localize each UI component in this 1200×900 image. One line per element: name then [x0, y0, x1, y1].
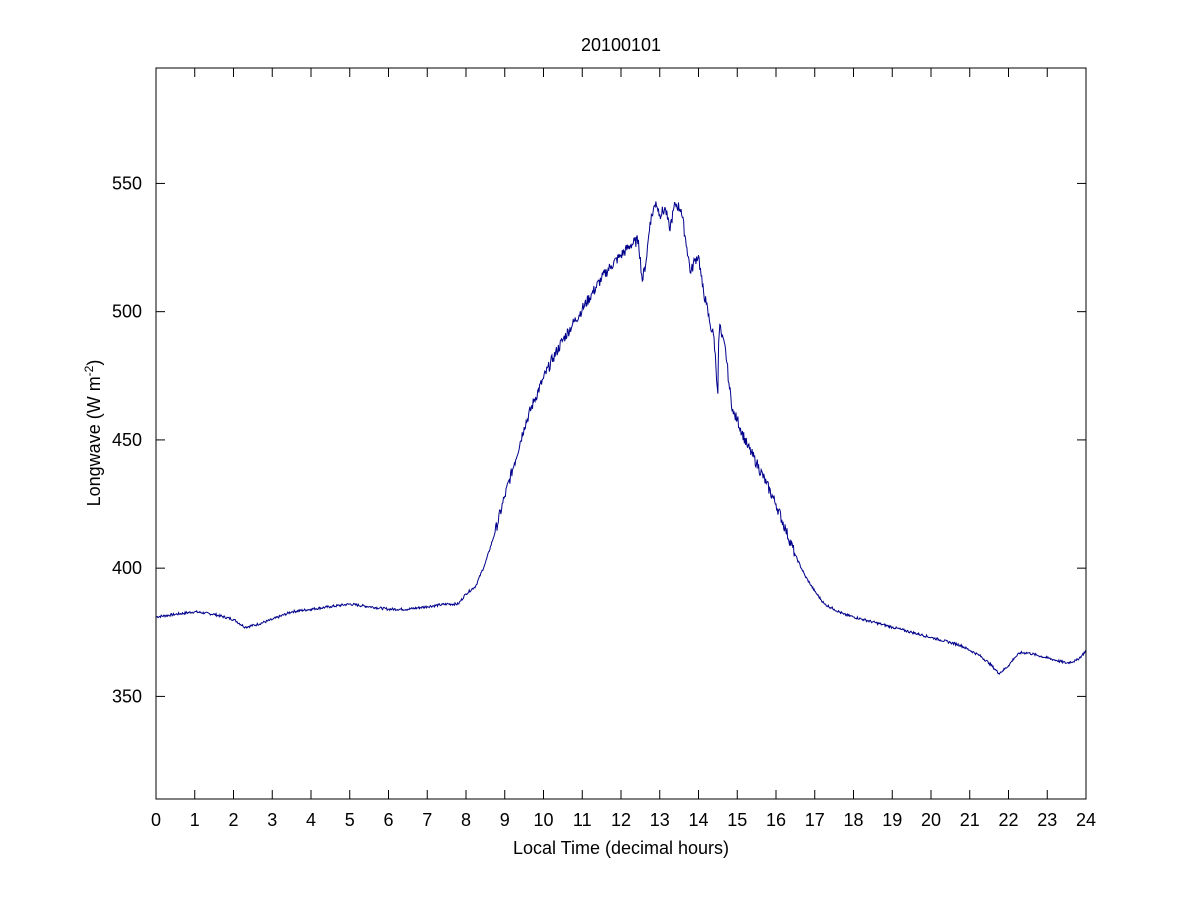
x-tick-label: 1 — [190, 810, 200, 830]
x-tick-label: 2 — [228, 810, 238, 830]
plot-area — [156, 68, 1086, 799]
y-tick-label: 500 — [112, 302, 142, 322]
x-tick-label: 18 — [843, 810, 863, 830]
ticks-layer: 0 1 2 3 4 5 6 7 8 9 10 11 12 13 14 15 16 17 18 19 20 21 22 23 24… — [112, 68, 1096, 830]
y-tick-label: 450 — [112, 430, 142, 450]
x-tick-label: 16 — [766, 810, 786, 830]
x-tick-label: 11 — [573, 810, 592, 830]
chart-title: 20100101 — [581, 35, 661, 55]
x-tick-label: 19 — [882, 810, 902, 830]
x-tick-label: 23 — [1037, 810, 1057, 830]
x-tick-label: 20 — [921, 810, 941, 830]
x-tick-label: 22 — [998, 810, 1018, 830]
x-tick-label: 7 — [422, 810, 432, 830]
x-tick-label: 0 — [151, 810, 161, 830]
x-axis-label: Local Time (decimal hours) — [513, 838, 729, 858]
x-tick-label: 4 — [306, 810, 316, 830]
y-tick-label: 350 — [112, 686, 142, 706]
y-axis-label: Longwave (W m-2) — [82, 360, 104, 507]
x-tick-label: 24 — [1076, 810, 1096, 830]
x-tick-label: 12 — [611, 810, 631, 830]
x-tick-label: 13 — [650, 810, 670, 830]
x-tick-label: 3 — [267, 810, 277, 830]
y-axis-label-close: ) — [84, 360, 104, 366]
y-axis-label-main: Longwave (W m — [84, 376, 104, 506]
series-layer — [155, 201, 1087, 675]
y-tick-label: 550 — [112, 173, 142, 193]
x-tick-label: 21 — [960, 810, 980, 830]
y-axis-label-superscript: -2 — [82, 365, 96, 376]
y-tick-label: 400 — [112, 558, 142, 578]
series-line-0 — [155, 201, 1087, 675]
x-tick-label: 14 — [688, 810, 708, 830]
x-tick-label: 15 — [727, 810, 747, 830]
axes-box — [155, 67, 1087, 800]
x-tick-label: 17 — [805, 810, 825, 830]
x-tick-label: 10 — [533, 810, 553, 830]
x-tick-label: 8 — [461, 810, 471, 830]
x-tick-label: 5 — [345, 810, 355, 830]
x-tick-label: 9 — [500, 810, 510, 830]
x-tick-label: 6 — [383, 810, 393, 830]
